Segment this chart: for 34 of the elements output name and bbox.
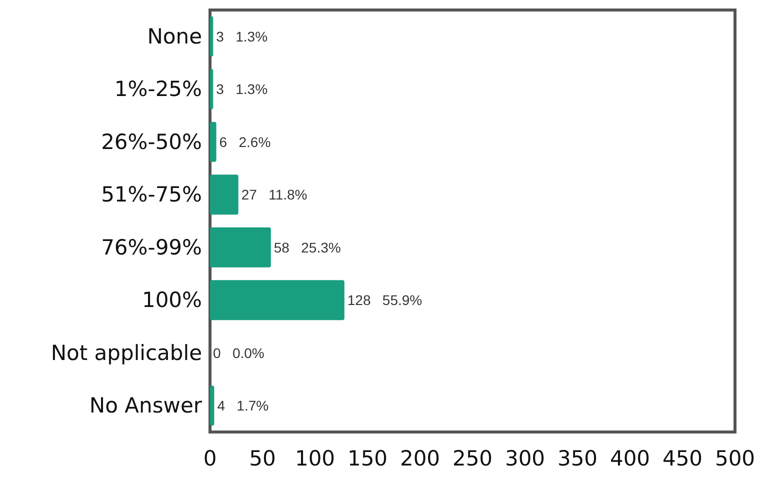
- y-tick-label: 51%-75%: [101, 182, 202, 207]
- data-label: 4 1.7%: [217, 398, 269, 414]
- data-label: 6 2.6%: [219, 134, 271, 150]
- bar: [210, 122, 216, 162]
- y-tick-label: No Answer: [89, 394, 202, 418]
- x-tick-label: 100: [294, 446, 336, 470]
- y-tick-label: 1%-25%: [114, 77, 202, 102]
- x-tick-label: 400: [610, 446, 650, 470]
- x-tick-label: 450: [662, 446, 703, 470]
- x-tick-label: 300: [504, 446, 546, 470]
- data-label: 58 25.3%: [274, 239, 341, 256]
- x-tick-label: 50: [249, 446, 276, 470]
- y-tick-label: 100%: [142, 288, 202, 312]
- x-tick-label: 350: [557, 446, 598, 470]
- x-tick-label: 0: [203, 446, 217, 470]
- bar: [210, 280, 344, 320]
- x-tick-label: 250: [452, 446, 493, 470]
- y-tick-label: Not applicable: [50, 340, 202, 365]
- data-label: 27 11.8%: [241, 186, 308, 203]
- bar: [210, 69, 214, 110]
- data-label: 0 0.0%: [213, 344, 264, 361]
- y-tick-label: 26%-50%: [101, 130, 202, 154]
- data-label: 3 1.3%: [216, 81, 268, 98]
- bar: [210, 386, 214, 426]
- x-tick-label: 500: [714, 446, 756, 470]
- data-label: 128 55.9%: [347, 292, 422, 308]
- x-tick-label: 200: [400, 446, 440, 470]
- data-label: 3 1.3%: [216, 28, 268, 44]
- x-tick-label: 150: [347, 446, 388, 470]
- bar: [210, 227, 271, 268]
- y-tick-label: None: [147, 24, 202, 48]
- bar: [210, 174, 238, 215]
- y-tick-label: 76%-99%: [101, 235, 202, 260]
- bar: [210, 16, 214, 56]
